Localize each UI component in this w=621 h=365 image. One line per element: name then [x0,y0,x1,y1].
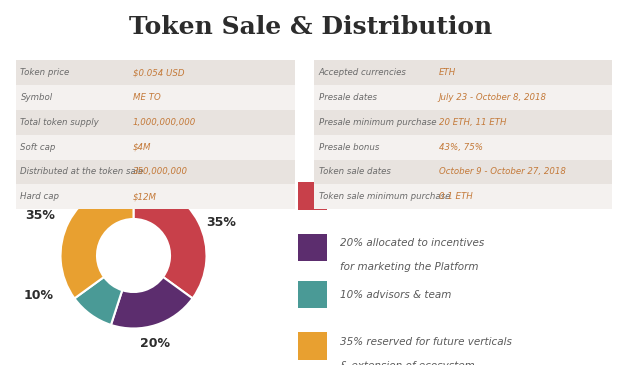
Text: 35% for token distribution event: 35% for token distribution event [340,191,509,201]
Text: 20% allocated to incentives: 20% allocated to incentives [340,238,484,248]
Text: $4M: $4M [133,143,152,151]
Text: 20 ETH, 11 ETH: 20 ETH, 11 ETH [439,118,506,127]
Bar [298,234,327,261]
Text: Symbol: Symbol [20,93,53,102]
Wedge shape [111,277,193,328]
Text: Token sale dates: Token sale dates [319,168,391,176]
Text: Soft cap: Soft cap [20,143,56,151]
Bar [298,332,327,360]
Text: 35%: 35% [206,216,236,229]
Text: ETH: ETH [439,68,456,77]
Text: Accepted currencies: Accepted currencies [319,68,407,77]
Text: Token price: Token price [20,68,70,77]
Text: Presale bonus: Presale bonus [319,143,379,151]
Text: Token Sale & Distribution: Token Sale & Distribution [129,15,492,39]
Wedge shape [134,182,207,299]
Text: 10%: 10% [24,289,53,302]
Text: Presale minimum purchase: Presale minimum purchase [319,118,436,127]
Text: for marketing the Platform: for marketing the Platform [340,262,479,272]
Bar [298,281,327,308]
Text: Token sale minimum purchase: Token sale minimum purchase [319,192,450,201]
Bar [298,182,327,210]
Text: Distributed at the token sale: Distributed at the token sale [20,168,144,176]
Text: 1,000,000,000: 1,000,000,000 [133,118,196,127]
Text: July 23 - October 8, 2018: July 23 - October 8, 2018 [439,93,547,102]
Wedge shape [75,277,122,325]
Text: 10% advisors & team: 10% advisors & team [340,290,451,300]
Text: 350,000,000: 350,000,000 [133,168,188,176]
Text: 0.1 ETH: 0.1 ETH [439,192,473,201]
Text: October 9 - October 27, 2018: October 9 - October 27, 2018 [439,168,566,176]
Text: $12M: $12M [133,192,157,201]
Text: Hard cap: Hard cap [20,192,60,201]
Text: ME TO: ME TO [133,93,161,102]
Text: 35% reserved for future verticals: 35% reserved for future verticals [340,337,512,347]
Text: Total token supply: Total token supply [20,118,99,127]
Text: 35%: 35% [25,209,55,222]
Wedge shape [60,182,134,299]
Text: 43%, 75%: 43%, 75% [439,143,483,151]
Text: & extension of ecosystem: & extension of ecosystem [340,361,475,365]
Text: $0.054 USD: $0.054 USD [133,68,184,77]
Text: 20%: 20% [140,337,170,350]
Text: Presale dates: Presale dates [319,93,376,102]
